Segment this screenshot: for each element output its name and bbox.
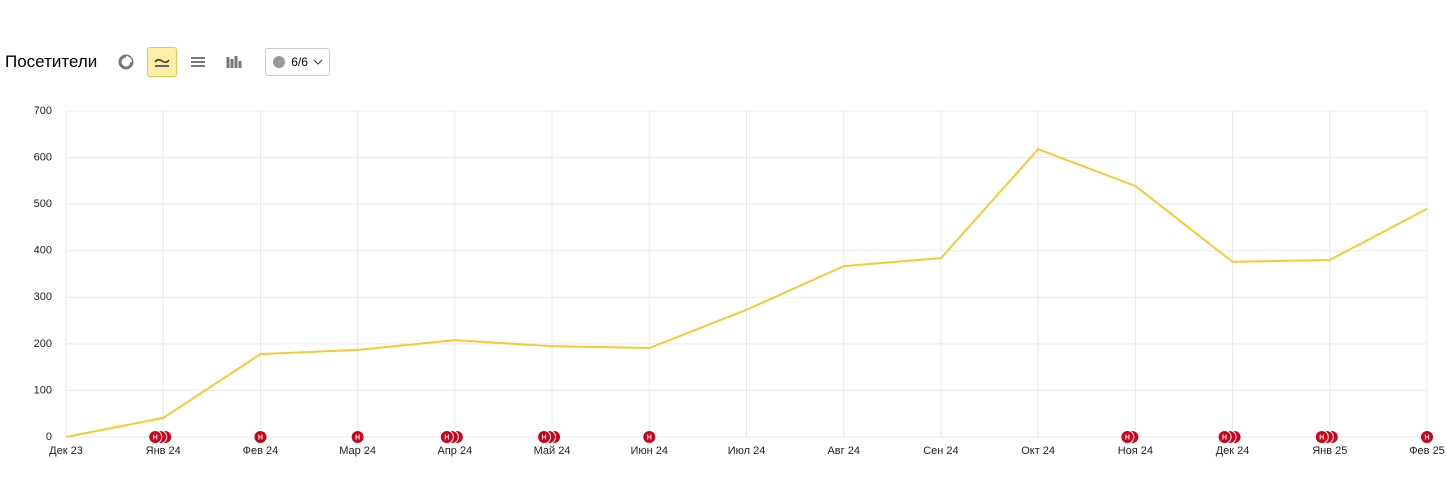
annotation-dot <box>439 430 454 444</box>
y-tick-label: 600 <box>34 151 52 163</box>
x-tick-label: Ноя 24 <box>1118 445 1153 457</box>
x-tick-label: Дек 23 <box>49 445 83 457</box>
annotation-marker[interactable]: Н <box>642 430 657 444</box>
x-tick-label: Июн 24 <box>631 445 669 457</box>
line-view-button[interactable] <box>147 47 178 77</box>
annotation-dot <box>1217 430 1232 444</box>
annotation-label: Н <box>1319 434 1324 441</box>
annotation-dot <box>1120 430 1135 444</box>
chart-title: Посетители <box>5 52 98 71</box>
annotation-label: Н <box>355 434 360 441</box>
annotation-label: Н <box>444 434 449 441</box>
annotation-label: Н <box>1424 434 1429 441</box>
y-tick-label: 500 <box>34 198 52 210</box>
line-series <box>65 148 1428 438</box>
y-tick-label: 300 <box>34 291 52 303</box>
annotation-marker[interactable]: Н <box>1420 430 1434 444</box>
annotation-marker[interactable]: Н <box>1314 430 1329 444</box>
pie-view-button[interactable] <box>111 47 141 77</box>
annotation-label: Н <box>1222 434 1227 441</box>
annotation-dot <box>253 430 268 444</box>
comments-button[interactable]: 6/6 <box>265 48 330 76</box>
x-tick-label: Апр 24 <box>438 445 473 457</box>
x-tick-label: Июл 24 <box>728 445 766 457</box>
area-view-button[interactable] <box>183 47 213 77</box>
annotation-marker[interactable]: Н <box>1120 430 1135 444</box>
x-tick-label: Янв 25 <box>1312 445 1347 457</box>
annotation-label: Н <box>153 434 158 441</box>
x-tick-label: Май 24 <box>534 445 571 457</box>
x-tick-label: Фев 25 <box>1409 445 1445 457</box>
annotation-dot <box>148 430 163 444</box>
y-tick-label: 200 <box>34 338 52 350</box>
toolbar: Посетители 6/6 <box>0 44 330 80</box>
x-tick-label: Авг 24 <box>827 445 859 457</box>
x-tick-label: Мар 24 <box>339 445 376 457</box>
y-tick-label: 700 <box>34 105 52 117</box>
annotation-label: Н <box>1125 434 1130 441</box>
annotation-dot <box>642 430 657 444</box>
x-tick-label: Фев 24 <box>243 445 279 457</box>
x-tick-label: Сен 24 <box>923 445 958 457</box>
annotation-dot <box>1420 430 1434 444</box>
y-tick-label: 400 <box>34 245 52 257</box>
annotation-dot <box>1314 430 1329 444</box>
annotation-marker[interactable]: Н <box>439 430 454 444</box>
bar-view-button[interactable] <box>219 47 249 77</box>
y-tick-label: 100 <box>34 384 52 396</box>
annotation-marker[interactable]: Н <box>148 430 163 444</box>
comments-count: 6/6 <box>291 55 308 69</box>
annotation-dot <box>350 430 365 444</box>
y-tick-label: 0 <box>46 431 52 443</box>
annotation-marker[interactable]: Н <box>253 430 268 444</box>
annotation-marker[interactable]: Н <box>350 430 365 444</box>
x-tick-label: Янв 24 <box>146 445 181 457</box>
annotation-dot <box>537 430 552 444</box>
annotation-marker[interactable]: Н <box>537 430 552 444</box>
x-tick-label: Дек 24 <box>1216 445 1250 457</box>
annotation-marker[interactable]: Н <box>1217 430 1232 444</box>
annotation-label: Н <box>542 434 547 441</box>
x-tick-label: Окт 24 <box>1021 445 1055 457</box>
annotation-label: Н <box>258 434 263 441</box>
annotation-label: Н <box>647 434 652 441</box>
